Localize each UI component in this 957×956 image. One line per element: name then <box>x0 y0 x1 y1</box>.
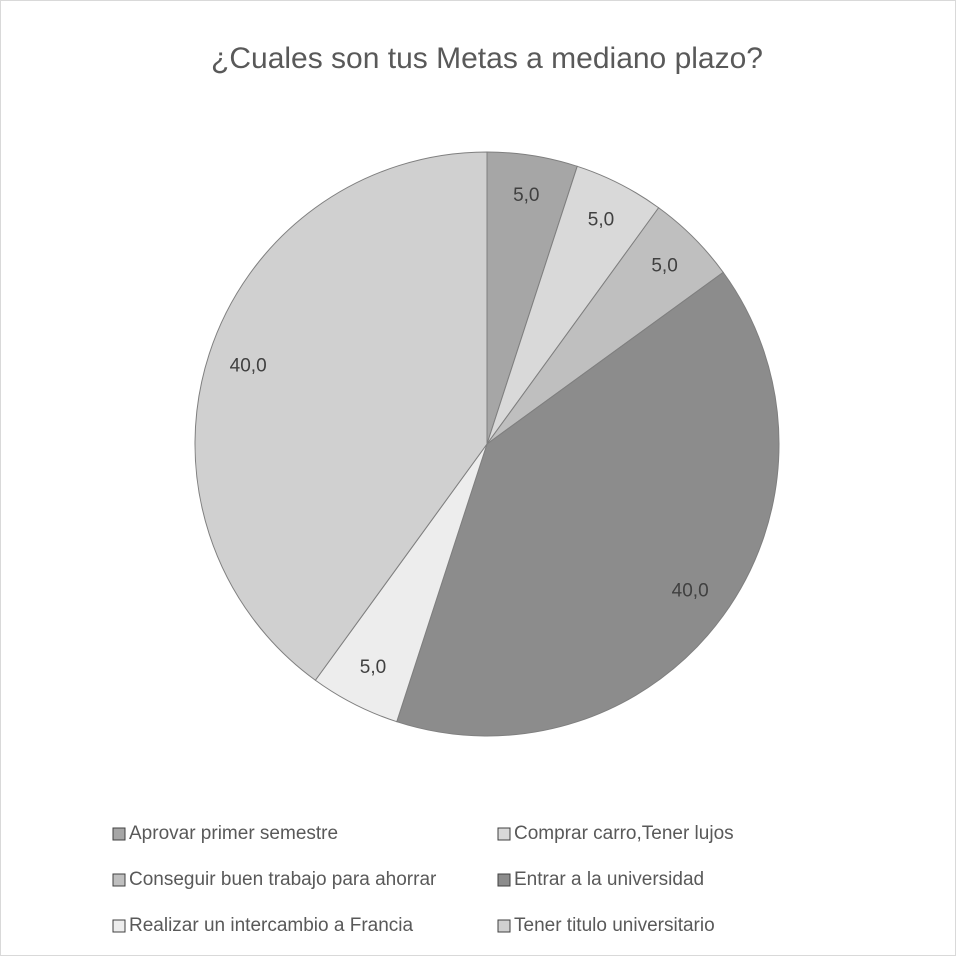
legend-swatch <box>497 873 511 887</box>
pie-slice <box>194 151 488 681</box>
data-label: 40,0 <box>672 581 709 602</box>
legend-swatch <box>497 919 511 933</box>
legend-label: Realizar un intercambio a Francia <box>129 915 414 936</box>
data-label: 5,0 <box>588 209 614 230</box>
chart-title: ¿Cuales son tus Metas a mediano plazo? <box>211 42 763 75</box>
legend-swatch <box>112 873 126 887</box>
legend-label: Tener titulo universitario <box>514 915 715 936</box>
legend-label: Aprovar primer semestre <box>129 823 338 844</box>
legend-label: Conseguir buen trabajo para ahorrar <box>129 869 437 890</box>
data-label: 5,0 <box>360 657 386 678</box>
legend-label: Comprar carro,Tener lujos <box>514 823 734 844</box>
pie-slice <box>396 271 780 737</box>
legend-label: Entrar a la universidad <box>514 869 704 890</box>
data-label: 5,0 <box>651 255 677 276</box>
legend-swatch <box>497 827 511 841</box>
legend-swatch <box>112 827 126 841</box>
legend-swatch <box>112 919 126 933</box>
data-label: 5,0 <box>513 185 539 206</box>
data-label: 40,0 <box>230 355 267 376</box>
